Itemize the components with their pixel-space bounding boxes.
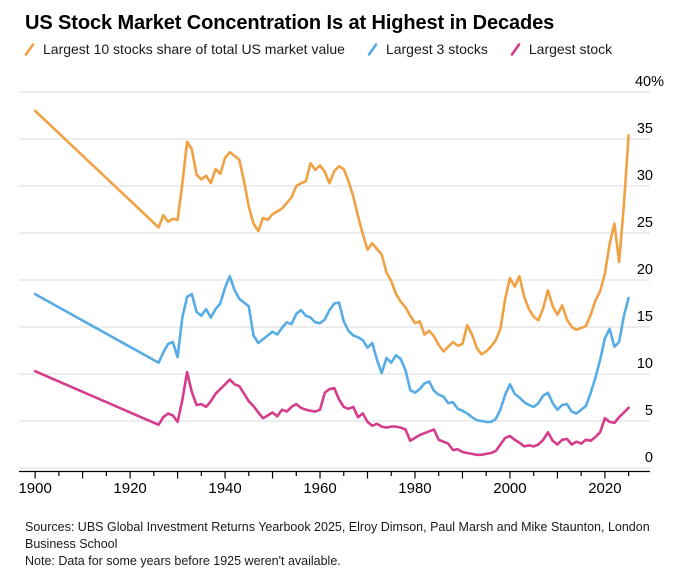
legend-item-largest-3: Largest 3 stocks	[366, 41, 488, 58]
y-axis-label: 0	[645, 450, 653, 466]
series-line-2	[33, 369, 630, 457]
x-axis-label: 1920	[113, 480, 146, 497]
x-axis-label: 1940	[208, 480, 241, 497]
legend-label: Largest 3 stocks	[385, 41, 488, 57]
y-axis-label: 10	[637, 356, 653, 372]
series-line-0	[33, 109, 630, 356]
legend-label: Largest stock	[528, 41, 613, 57]
series-line-1	[33, 274, 630, 424]
legend-slash-icon-pink	[510, 43, 521, 56]
sources-text: Sources: UBS Global Investment Returns Y…	[25, 520, 650, 551]
y-axis-label: 40%	[635, 74, 664, 90]
y-axis-label: 5	[645, 403, 653, 419]
x-axis-label: 1960	[303, 480, 336, 497]
legend-slash-icon-blue	[367, 43, 378, 56]
page-title: US Stock Market Concentration Is at High…	[25, 12, 555, 34]
legend-slash-icon-orange	[24, 43, 35, 56]
x-axis-label: 1980	[398, 480, 431, 497]
legend-item-largest-10: Largest 10 stocks share of total US mark…	[23, 41, 345, 58]
x-axis-label: 2020	[588, 480, 621, 497]
legend-label: Largest 10 stocks share of total US mark…	[43, 41, 345, 57]
chart-legend: Largest 10 stocks share of total US mark…	[23, 41, 680, 58]
note-text: Note: Data for some years before 1925 we…	[25, 554, 341, 568]
y-axis-label: 20	[637, 262, 653, 278]
y-axis-label: 35	[637, 121, 653, 137]
legend-item-largest-stock: Largest stock	[509, 41, 612, 58]
chart-footer: Sources: UBS Global Investment Returns Y…	[25, 519, 655, 570]
y-axis-label: 15	[637, 309, 653, 325]
x-axis-label: 1900	[18, 480, 51, 497]
y-axis-label: 30	[637, 168, 653, 184]
y-axis-label: 25	[637, 215, 653, 231]
chart-canvas: 0 5 10 15 20 25 30 35 40% 1900 1920 1940 1960 1980 200…	[18, 74, 664, 497]
x-axis-label: 2000	[493, 480, 526, 497]
